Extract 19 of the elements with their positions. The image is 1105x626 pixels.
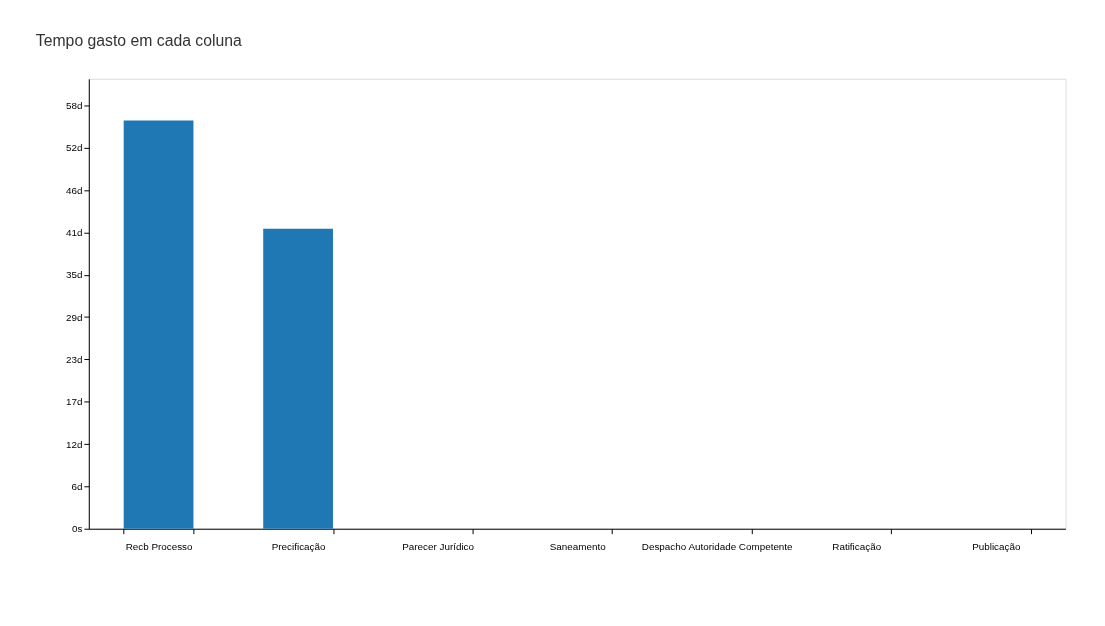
- y-tick-label: 23d: [65, 353, 83, 365]
- x-tick-label: Parecer Jurídico: [402, 540, 475, 552]
- y-tick-label: 35d: [65, 269, 83, 281]
- x-tick-label: Despacho Autoridade Competente: [641, 540, 794, 552]
- y-tick-label: 52d: [65, 142, 83, 154]
- y-tick-label: 46d: [65, 184, 83, 196]
- y-tick-label: 12d: [65, 438, 83, 450]
- x-tick-label: Recb Processo: [125, 540, 193, 552]
- x-tick-label: Saneamento: [549, 540, 607, 552]
- y-tick-label: 41d: [65, 226, 83, 238]
- y-tick-label: 17d: [65, 396, 83, 408]
- x-tick-label: Precificação: [271, 540, 326, 552]
- chart-title: Tempo gasto em cada coluna: [35, 32, 243, 50]
- y-tick-label: 0s: [71, 523, 83, 535]
- x-tick-label: Ratificação: [832, 540, 882, 552]
- y-tick-label: 29d: [65, 311, 83, 323]
- x-tick-label: Publicação: [972, 540, 1021, 552]
- y-tick-label: 6d: [71, 480, 83, 492]
- y-tick-label: 58d: [65, 99, 83, 111]
